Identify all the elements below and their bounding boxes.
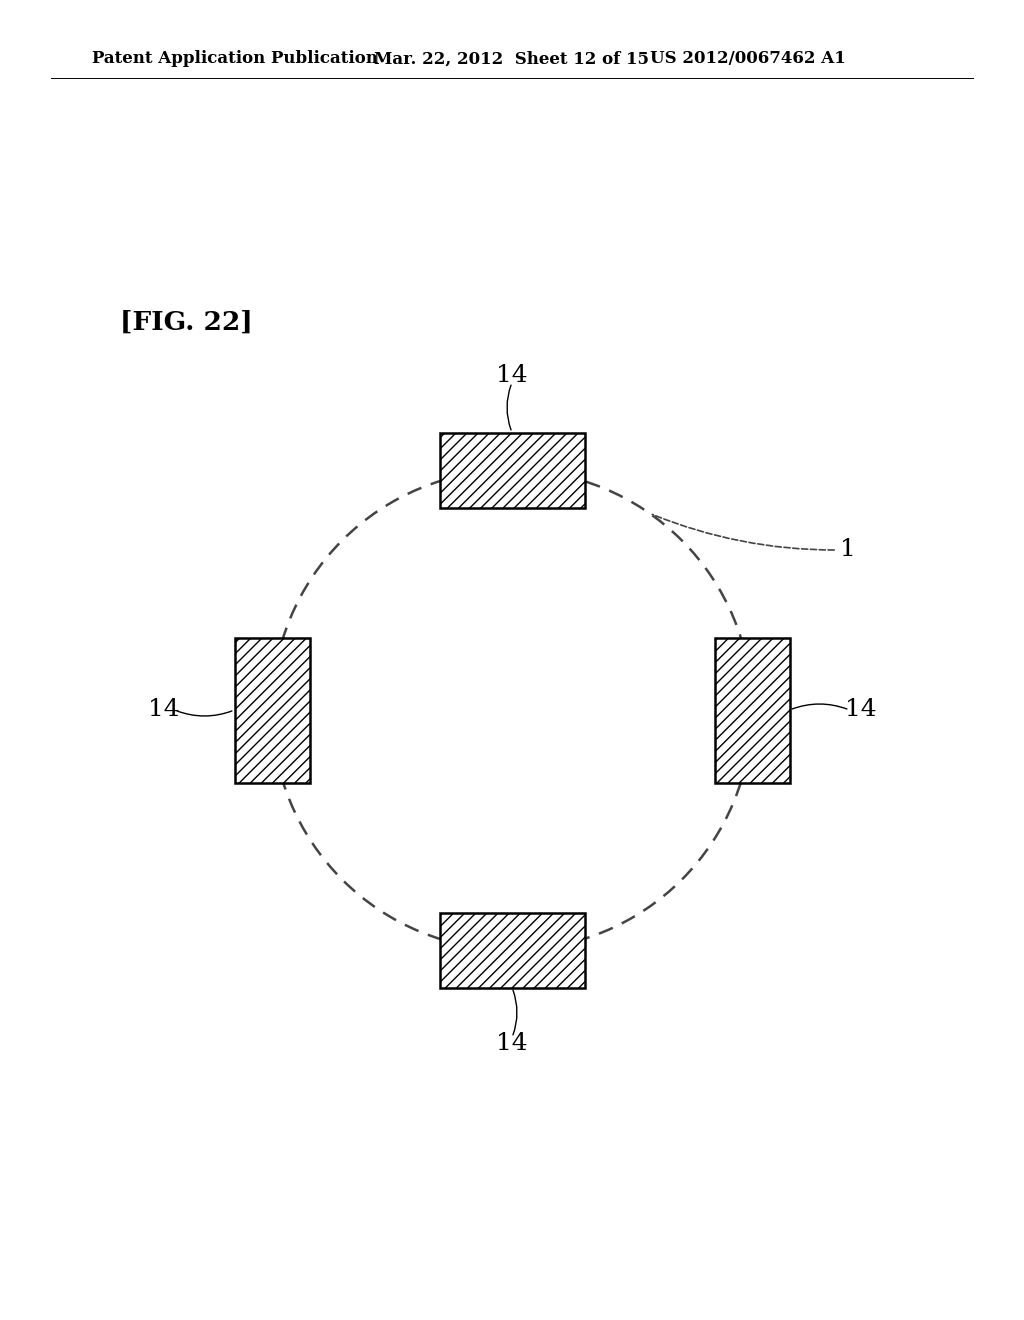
Bar bbox=[439, 433, 585, 507]
Text: 14: 14 bbox=[497, 1032, 527, 1056]
Text: 14: 14 bbox=[497, 364, 527, 388]
Text: Patent Application Publication: Patent Application Publication bbox=[92, 50, 378, 67]
Text: 14: 14 bbox=[147, 698, 179, 722]
Bar bbox=[715, 638, 790, 783]
Bar bbox=[234, 638, 309, 783]
Text: US 2012/0067462 A1: US 2012/0067462 A1 bbox=[650, 50, 846, 67]
Text: 14: 14 bbox=[845, 698, 877, 722]
Text: 1: 1 bbox=[840, 539, 856, 561]
Text: [FIG. 22]: [FIG. 22] bbox=[120, 310, 253, 335]
Bar bbox=[439, 912, 585, 987]
Text: Mar. 22, 2012  Sheet 12 of 15: Mar. 22, 2012 Sheet 12 of 15 bbox=[374, 50, 649, 67]
